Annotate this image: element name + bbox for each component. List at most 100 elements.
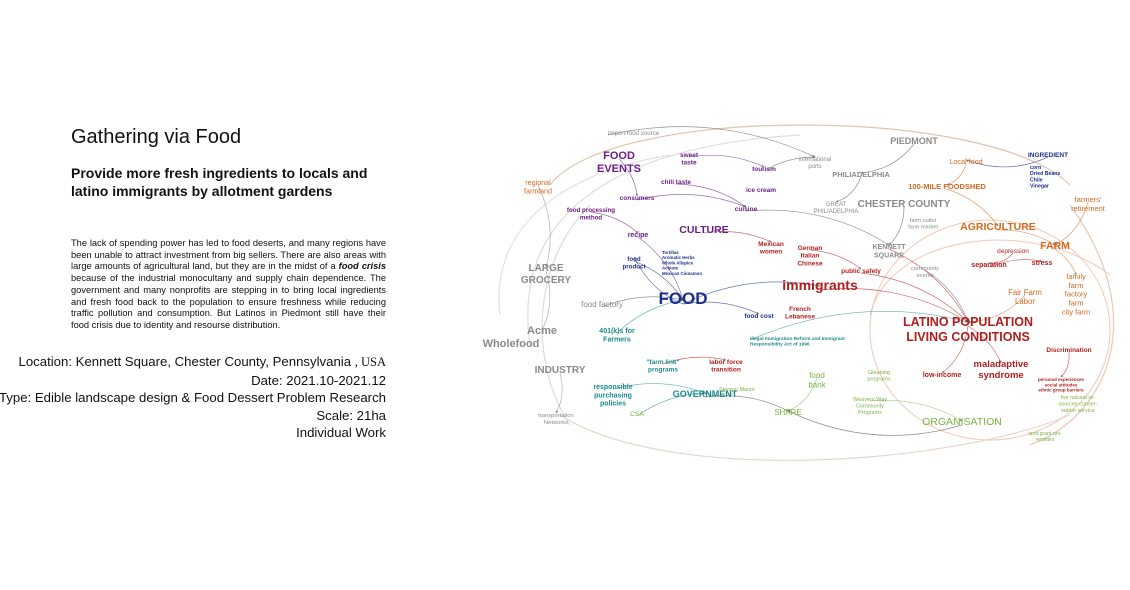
node-line: CULTURE xyxy=(679,224,728,236)
meta-location-country: , USA xyxy=(354,355,386,369)
node-line: Discrimination xyxy=(1046,347,1091,354)
node-separation: separation xyxy=(971,262,1006,269)
node-line: retirement xyxy=(1071,204,1106,213)
node-food: FOOD xyxy=(658,289,707,308)
node-csa: CSA xyxy=(630,411,644,418)
node-line: city farm xyxy=(1062,307,1090,316)
node-weavers: Weavers Way Community Programs xyxy=(853,397,887,416)
node-line: KENNETT xyxy=(872,244,906,251)
node-line: PIEDMONT xyxy=(890,136,938,146)
node-line: international xyxy=(799,157,832,163)
node-family-farm: family farm factory farm city farm xyxy=(1062,272,1090,316)
node-acme: Acme xyxy=(527,325,557,337)
diagram-edge xyxy=(988,252,1014,265)
node-line: Stenton Manor xyxy=(719,387,755,393)
diagram-edge xyxy=(675,183,747,208)
node-line: tourism xyxy=(752,166,776,173)
node-line: product xyxy=(622,263,645,270)
node-line: LATINO POPULATION xyxy=(903,315,1033,329)
node-large-grocery: LARGE GROCERY xyxy=(521,263,572,286)
node-french: French Lebanese xyxy=(785,306,815,321)
node-latino: LATINO POPULATION LIVING CONDITIONS xyxy=(903,315,1033,344)
node-line: Networks xyxy=(544,420,568,426)
node-line: policies xyxy=(600,401,626,408)
node-line: ports xyxy=(808,164,821,170)
node-line: import food source xyxy=(608,130,660,137)
node-food-bank: food bank xyxy=(808,371,826,389)
node-cuisine: cuisine xyxy=(735,206,758,213)
node-line: low-income xyxy=(923,372,962,379)
node-line: Dried Beans xyxy=(1030,171,1060,177)
meta-work: Individual Work xyxy=(296,425,386,440)
page-subtitle: Provide more fresh ingredients to locals… xyxy=(71,165,368,199)
node-local-food: Local food xyxy=(949,157,982,166)
node-line: AGRICULTURE xyxy=(960,221,1036,233)
project-meta: Location: Kennett Square, Chester County… xyxy=(0,353,386,442)
description-emphasis: food crisis xyxy=(338,261,386,272)
node-immigrants: immigrants xyxy=(782,277,858,293)
diagram-edge xyxy=(537,184,551,268)
node-great-phila: GREAT PHILIADELPHIA xyxy=(814,202,859,215)
diagram-edge xyxy=(637,236,684,301)
node-line: separation xyxy=(971,262,1006,269)
node-line: Local food xyxy=(949,157,982,166)
node-farm: FARM xyxy=(1040,240,1070,252)
node-line: INGREDIENT xyxy=(1028,152,1068,159)
node-farm-outlet: farm outlet farm market xyxy=(908,218,938,231)
node-line: farm xyxy=(1069,281,1084,290)
node-depression: depression xyxy=(997,248,1029,255)
node-line: GROCERY xyxy=(521,275,572,286)
node-line: Responsibility Act of 1996 xyxy=(750,342,810,348)
background-loop-1 xyxy=(527,134,801,346)
node-line: women xyxy=(759,249,782,256)
node-share: SHARE xyxy=(774,408,802,417)
node-line: stress xyxy=(1032,260,1053,267)
node-line: CSA xyxy=(630,411,644,418)
diagram-edge xyxy=(763,155,816,172)
diagram-edge xyxy=(819,288,969,323)
node-line: FOOD xyxy=(658,289,707,308)
diagram-edge xyxy=(888,206,905,246)
node-line: Farmers xyxy=(603,336,631,343)
node-line: GOVERNMENT xyxy=(673,389,738,399)
node-line: farm outlet xyxy=(910,218,937,224)
node-line: chili taste xyxy=(661,179,691,186)
diagram-edge xyxy=(967,294,1026,324)
node-line: corn xyxy=(1030,165,1041,171)
node-line: farmland xyxy=(524,186,552,195)
diagram-edge xyxy=(869,399,963,422)
node-line: programs xyxy=(867,376,890,382)
node-line: Whole Allspice xyxy=(662,260,694,265)
node-line: farm xyxy=(1069,299,1084,308)
node-industry: INDUSTRY xyxy=(535,365,586,376)
node-community-events: community events xyxy=(911,266,939,279)
node-line: personal experiences xyxy=(1038,377,1085,382)
node-culture: CULTURE xyxy=(679,224,728,236)
node-line: ice cream xyxy=(746,187,776,194)
diagram-edge xyxy=(1054,201,1089,246)
diagram-edge xyxy=(636,194,747,208)
node-low-income: low-income xyxy=(923,372,962,379)
node-natural-resources: the natural re-sources conser-vation ser… xyxy=(1058,395,1097,414)
node-food-processing: food processing method xyxy=(567,207,615,221)
node-line: Italian xyxy=(801,253,820,260)
node-line: bank xyxy=(808,380,826,389)
diagram-edge xyxy=(618,158,639,197)
diagram-edge xyxy=(860,272,969,323)
node-line: Chinese xyxy=(797,260,823,267)
node-recipe: recipe xyxy=(628,232,649,239)
node-line: community xyxy=(911,266,939,272)
node-line: Wholefood xyxy=(483,338,540,350)
background-loop-3 xyxy=(1029,204,1115,446)
node-philadelphia: PHILIADELPHIA xyxy=(832,170,890,179)
node-line: FARM xyxy=(1040,240,1070,252)
diagram-edge xyxy=(787,410,963,436)
diagram-edge xyxy=(662,356,727,365)
node-line: labor force xyxy=(709,359,743,366)
node-organisation: ORGANISATION xyxy=(922,416,1002,428)
diagram-edge xyxy=(860,143,915,175)
node-piedmont: PIEDMONT xyxy=(890,136,938,146)
node-line: French xyxy=(789,306,811,313)
